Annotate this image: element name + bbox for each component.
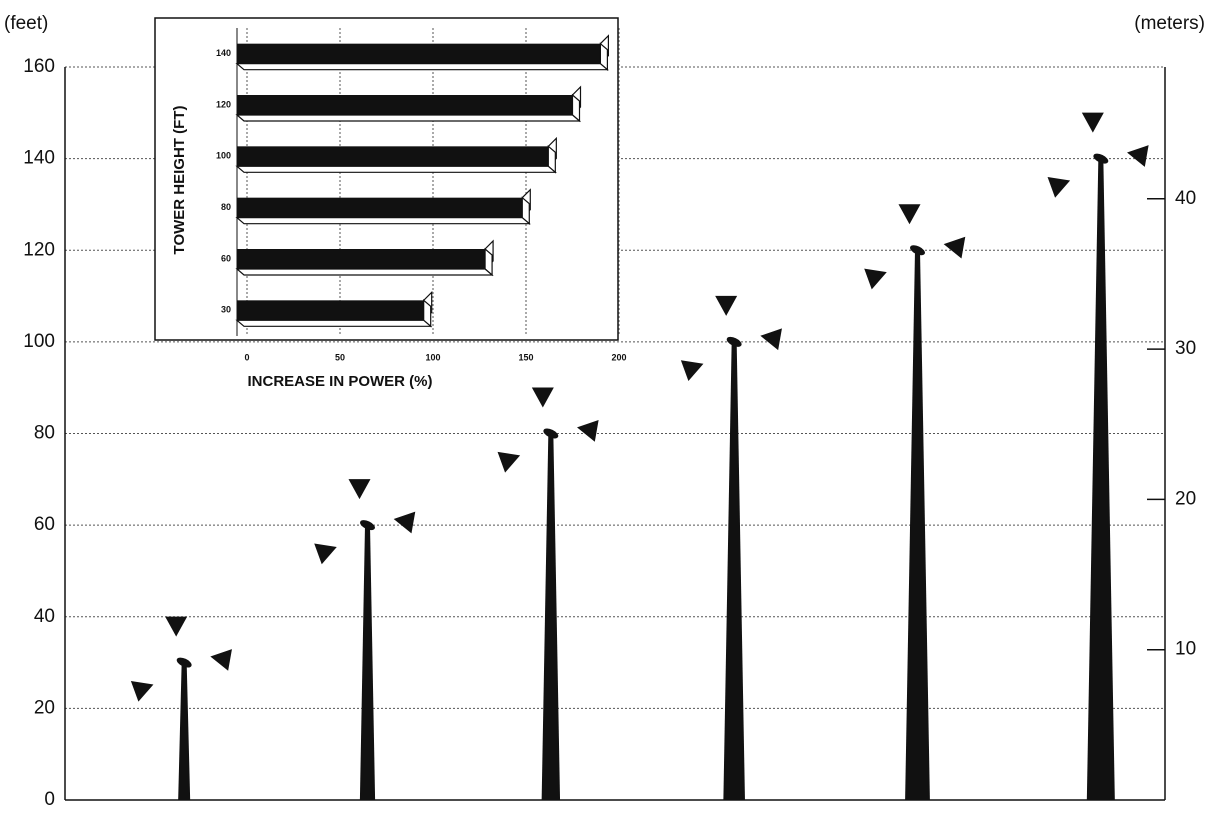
inset-frame <box>154 17 619 341</box>
blade <box>898 204 921 225</box>
blade <box>943 236 966 259</box>
tower <box>905 250 930 800</box>
hub <box>1093 153 1109 164</box>
inset-x-tick-label: 200 <box>611 352 626 362</box>
bar-bottom <box>235 217 531 225</box>
hub <box>360 520 375 531</box>
inset-x-tick-label: 150 <box>518 352 533 362</box>
blade <box>760 328 782 351</box>
blade <box>577 420 599 442</box>
blade <box>531 387 554 408</box>
blade <box>1081 112 1104 133</box>
inset-y-tick-label: 100 <box>216 151 231 161</box>
y-tick-label: 100 <box>23 331 55 352</box>
blade <box>680 360 704 381</box>
inset-x-tick-label: 100 <box>425 352 440 362</box>
blade <box>715 295 738 316</box>
hub <box>176 657 192 668</box>
blade <box>864 268 887 290</box>
inset-y-tick-label: 60 <box>221 253 231 263</box>
blade <box>210 649 232 671</box>
bar <box>237 249 486 269</box>
bar-bottom <box>235 165 557 173</box>
inset-y-tick-label: 140 <box>216 48 231 58</box>
y-tick-label: 80 <box>34 423 55 444</box>
inset-x-tick-label: 50 <box>335 352 345 362</box>
bar-bottom <box>235 114 582 122</box>
blade <box>1047 177 1071 198</box>
y-tick-label: 60 <box>34 514 55 535</box>
y2-tick-label: 20 <box>1175 488 1196 509</box>
bar <box>237 43 601 64</box>
tower <box>359 525 376 800</box>
inset-y-tick-label: 30 <box>221 305 231 315</box>
y2-tick-label: 30 <box>1175 338 1196 359</box>
bar-bottom <box>235 268 494 276</box>
y2-axis-label: (meters) <box>1134 13 1205 34</box>
blade <box>130 680 154 702</box>
tower <box>541 433 561 800</box>
y-tick-label: 0 <box>44 789 55 810</box>
inset-y-tick-label: 80 <box>221 202 231 212</box>
bar <box>237 146 549 167</box>
blade <box>165 616 188 637</box>
bar <box>237 300 424 321</box>
hub <box>910 245 925 256</box>
bar <box>237 197 523 218</box>
y-axis-label: (feet) <box>4 13 48 34</box>
y2-tick-label: 10 <box>1175 639 1196 660</box>
tower <box>178 662 191 800</box>
y-tick-label: 120 <box>23 239 55 260</box>
hub <box>543 428 559 439</box>
inset-y-tick-label: 120 <box>216 99 231 109</box>
y-tick-label: 160 <box>23 56 55 77</box>
y-tick-label: 40 <box>34 606 55 627</box>
tower <box>723 341 745 800</box>
tower <box>1086 158 1115 800</box>
y2-tick-label: 40 <box>1175 188 1196 209</box>
blade <box>314 543 337 565</box>
y-tick-label: 20 <box>34 697 55 718</box>
blade <box>497 451 521 473</box>
inset-x-label: INCREASE IN POWER (%) <box>247 373 432 390</box>
bar-bottom <box>235 319 433 327</box>
blade <box>393 511 416 534</box>
bar-bottom <box>235 63 610 71</box>
blade <box>348 479 371 500</box>
y-tick-label: 140 <box>23 148 55 169</box>
blade <box>1127 145 1149 167</box>
bar <box>237 95 573 115</box>
inset-x-tick-label: 0 <box>244 352 249 362</box>
hub <box>726 336 742 347</box>
inset-y-label: TOWER HEIGHT (FT) <box>171 106 188 255</box>
